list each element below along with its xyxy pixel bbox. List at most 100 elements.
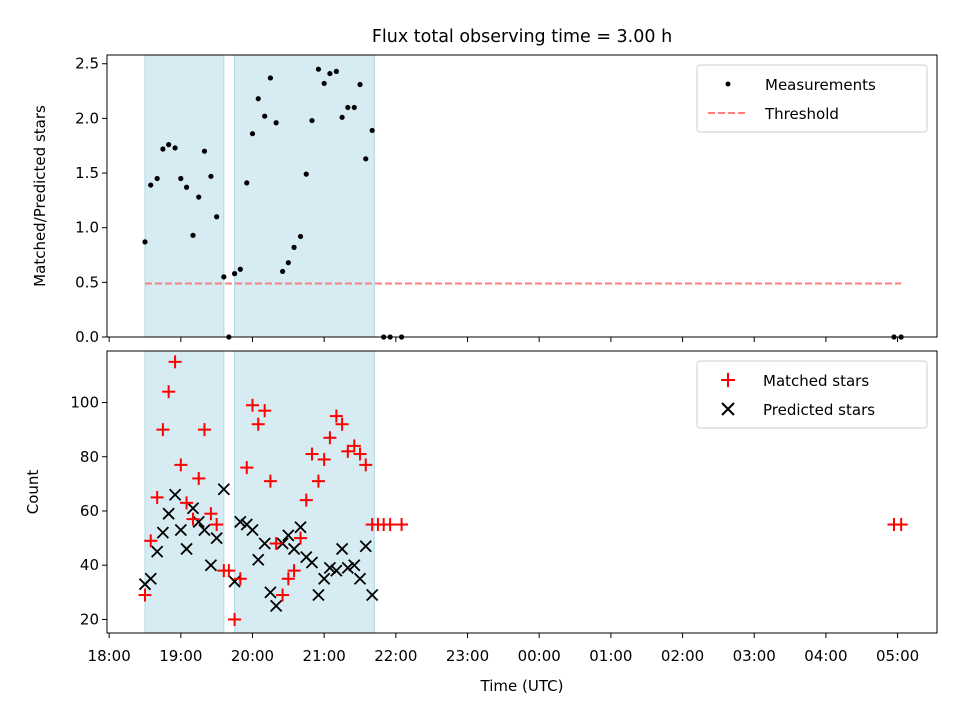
measurement-point (221, 274, 227, 280)
y-tick-label: 0.5 (75, 273, 99, 291)
predicted-star-marker (323, 561, 337, 575)
x-stroke (180, 542, 193, 556)
measurement-point (178, 175, 184, 182)
measurement-point (280, 268, 286, 275)
measurement-point (273, 120, 279, 126)
matched-star-marker (174, 458, 188, 472)
matched-star-marker (258, 404, 272, 418)
predicted-star-marker (287, 542, 301, 556)
predicted-star-marker (156, 526, 170, 539)
x-tick-label: 19:00 (159, 647, 202, 665)
measurement-point (285, 260, 291, 266)
x-stroke (198, 523, 211, 537)
measurement-point (183, 184, 190, 190)
x-tick-label: 04:00 (804, 647, 847, 665)
x-tick-label: 23:00 (446, 647, 489, 665)
measurement-point (321, 80, 327, 87)
matched-star-marker (269, 537, 283, 551)
count-y-axis-label: Count (24, 470, 42, 515)
predicted-star-marker (353, 572, 367, 585)
x-stroke (210, 531, 223, 545)
predicted-star-marker (294, 521, 307, 534)
predicted-star-marker (246, 523, 259, 537)
y-tick-label: 100 (70, 394, 99, 412)
measurement-point (315, 66, 322, 72)
measurement-point (262, 113, 268, 119)
ratio-x-ticks (108, 337, 899, 342)
x-stroke (282, 529, 295, 542)
y-tick-label: 1.0 (75, 219, 99, 237)
measurement-point (339, 114, 345, 120)
x-stroke (234, 515, 247, 528)
x-tick-label: 20:00 (231, 647, 274, 665)
legend-matched-label: Matched stars (763, 372, 869, 390)
x-stroke (318, 572, 331, 585)
x-tick-label: 21:00 (303, 647, 346, 665)
matched-star-marker (335, 417, 349, 431)
matched-star-marker (240, 461, 254, 475)
x-stroke (335, 542, 349, 556)
y-tick-label: 1.5 (75, 164, 99, 182)
matched-star-marker (281, 572, 295, 586)
measurement-point (196, 194, 202, 200)
count-axes-frame (106, 350, 938, 634)
shaded-period-2 (234, 350, 375, 634)
x-stroke (144, 572, 157, 585)
x-stroke (217, 483, 230, 496)
measurement-point (303, 171, 309, 177)
matched-star-marker (246, 398, 260, 412)
matched-star-marker (287, 564, 301, 578)
x-axis-label: Time (UTC) (480, 677, 564, 695)
legend-predicted-label: Predicted stars (763, 401, 875, 419)
x-stroke (305, 556, 319, 569)
matched-star-marker (144, 534, 158, 548)
measurement-point (142, 239, 148, 245)
measurement-point (190, 232, 196, 238)
x-tick-label: 03:00 (733, 647, 776, 665)
measurement-point (148, 182, 154, 188)
measurement-point (244, 180, 250, 186)
measurement-point (214, 214, 220, 220)
x-stroke (168, 488, 182, 501)
shaded-periods (144, 350, 375, 634)
predicted-star-marker (264, 586, 277, 599)
x-stroke (330, 564, 343, 577)
matched-star-marker (168, 355, 182, 369)
matched-star-marker (186, 512, 200, 526)
x-stroke (353, 572, 367, 585)
predicted-star-marker (270, 599, 283, 613)
predicted-star-marker (348, 559, 361, 572)
matched-star-marker (192, 471, 206, 485)
measurement-point (309, 117, 315, 124)
legend-threshold-label: Threshold (764, 105, 839, 123)
predicted-star-marker (335, 542, 349, 556)
x-tick-label: 01:00 (589, 647, 632, 665)
measurement-point (351, 104, 357, 111)
matched-star-marker (299, 493, 313, 507)
legend-dot-marker (725, 81, 731, 87)
x-stroke (258, 537, 271, 550)
x-stroke (359, 540, 372, 553)
predicted-star-marker (318, 572, 331, 585)
count-x-ticks: 18:00 19:00 20:00 21:00 22:00 23:00 00:00 01:00… (88, 633, 919, 665)
x-stroke (162, 507, 175, 520)
predicted-star-marker (174, 523, 187, 537)
measurement-point (333, 68, 339, 74)
matched-star-marker (347, 439, 361, 453)
legend-plus-marker (721, 373, 735, 387)
measurement-point (231, 271, 238, 277)
predicted-star-marker (341, 561, 354, 575)
measurement-point (255, 96, 261, 102)
predicted-star-marker (144, 572, 157, 585)
matched-star-marker (323, 431, 337, 445)
measurement-point (160, 146, 166, 152)
predicted-star-marker (180, 542, 193, 556)
predicted-star-marker (258, 537, 271, 550)
legend-measurements-label: Measurements (765, 76, 876, 94)
matched-star-marker (204, 507, 218, 521)
x-stroke (246, 523, 259, 537)
shaded-periods (144, 54, 375, 338)
x-stroke (300, 550, 313, 564)
matched-star-marker (329, 409, 343, 423)
y-tick-label: 80 (80, 448, 99, 466)
